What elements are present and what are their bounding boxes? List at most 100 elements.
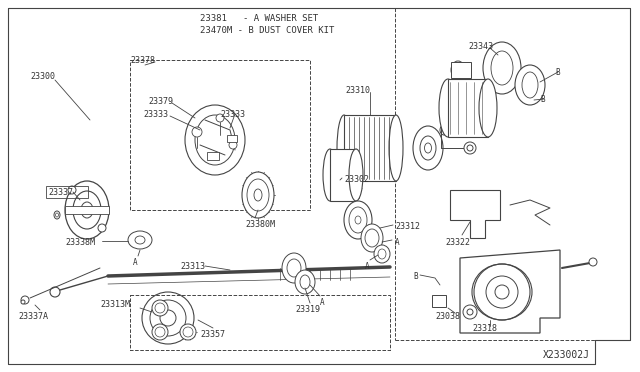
Text: B: B: [555, 68, 559, 77]
Bar: [451, 62, 471, 78]
Circle shape: [229, 141, 237, 149]
Text: 23310: 23310: [345, 86, 370, 95]
Circle shape: [192, 127, 202, 137]
Circle shape: [495, 285, 509, 299]
Circle shape: [180, 324, 196, 340]
Circle shape: [467, 145, 473, 151]
Ellipse shape: [150, 300, 186, 336]
Circle shape: [21, 300, 25, 304]
Circle shape: [464, 142, 476, 154]
Text: 23338M: 23338M: [65, 238, 95, 247]
Text: 23313: 23313: [180, 262, 205, 271]
Ellipse shape: [424, 143, 431, 153]
Ellipse shape: [254, 189, 262, 201]
Circle shape: [486, 276, 518, 308]
Text: B: B: [540, 95, 545, 104]
Text: 23337A: 23337A: [18, 312, 48, 321]
Text: 23038: 23038: [435, 312, 460, 321]
Text: 23333: 23333: [220, 110, 245, 119]
Circle shape: [68, 186, 76, 194]
Ellipse shape: [349, 149, 363, 201]
Ellipse shape: [185, 105, 245, 175]
Bar: [432, 295, 446, 307]
Ellipse shape: [295, 270, 315, 294]
Text: 23381   - A WASHER SET: 23381 - A WASHER SET: [200, 14, 318, 23]
Ellipse shape: [242, 172, 274, 218]
Text: 23379: 23379: [148, 97, 173, 106]
Circle shape: [155, 303, 165, 313]
Polygon shape: [450, 190, 500, 238]
Ellipse shape: [54, 211, 60, 219]
Ellipse shape: [483, 42, 521, 94]
Polygon shape: [460, 250, 560, 333]
Ellipse shape: [81, 202, 93, 218]
Ellipse shape: [142, 292, 194, 344]
Circle shape: [160, 310, 176, 326]
Text: 23322: 23322: [445, 238, 470, 247]
Text: 23319: 23319: [295, 305, 320, 314]
Text: A: A: [133, 258, 138, 267]
Ellipse shape: [479, 79, 497, 137]
Text: 23470M - B DUST COVER KIT: 23470M - B DUST COVER KIT: [200, 26, 334, 35]
Circle shape: [98, 224, 106, 232]
Bar: [227, 135, 237, 142]
Ellipse shape: [374, 245, 390, 263]
Text: 23337: 23337: [48, 188, 73, 197]
Text: A: A: [365, 262, 370, 271]
Ellipse shape: [491, 51, 513, 85]
Ellipse shape: [365, 229, 379, 247]
Text: 23343: 23343: [468, 42, 493, 51]
Text: X233002J: X233002J: [543, 350, 590, 360]
Ellipse shape: [300, 275, 310, 289]
Circle shape: [183, 327, 193, 337]
Ellipse shape: [355, 216, 361, 224]
Ellipse shape: [440, 125, 448, 135]
Ellipse shape: [420, 136, 436, 160]
Ellipse shape: [323, 149, 337, 201]
Circle shape: [152, 324, 168, 340]
Ellipse shape: [389, 115, 403, 181]
Circle shape: [155, 327, 165, 337]
Ellipse shape: [195, 115, 235, 165]
Ellipse shape: [56, 213, 58, 217]
Text: 23380M: 23380M: [245, 220, 275, 229]
Text: A: A: [395, 238, 399, 247]
Text: 23318: 23318: [472, 324, 497, 333]
Bar: [46, 186, 88, 198]
Ellipse shape: [361, 224, 383, 252]
Ellipse shape: [247, 179, 269, 211]
Ellipse shape: [515, 65, 545, 105]
Ellipse shape: [439, 79, 457, 137]
Text: 23302: 23302: [344, 175, 369, 184]
Circle shape: [463, 305, 477, 319]
Text: 23313M: 23313M: [100, 300, 130, 309]
Ellipse shape: [349, 207, 367, 233]
Ellipse shape: [378, 249, 386, 259]
Text: 23357: 23357: [200, 330, 225, 339]
Ellipse shape: [282, 253, 306, 283]
Ellipse shape: [287, 259, 301, 277]
Bar: [344, 115, 396, 181]
Text: 23378: 23378: [130, 56, 155, 65]
Ellipse shape: [128, 231, 152, 249]
Text: B: B: [413, 272, 418, 281]
Bar: [65, 206, 109, 214]
Ellipse shape: [522, 72, 538, 98]
Bar: [448, 79, 488, 137]
Ellipse shape: [413, 126, 443, 170]
Ellipse shape: [135, 236, 145, 244]
Circle shape: [216, 114, 224, 122]
Text: 23300: 23300: [30, 72, 55, 81]
Bar: [207, 152, 219, 160]
Circle shape: [50, 287, 60, 297]
Circle shape: [21, 296, 29, 304]
Ellipse shape: [73, 191, 101, 229]
Bar: [330, 149, 356, 201]
Circle shape: [152, 300, 168, 316]
Circle shape: [474, 264, 530, 320]
Text: A: A: [320, 298, 324, 307]
Ellipse shape: [451, 61, 465, 79]
Text: 23333: 23333: [143, 110, 168, 119]
Circle shape: [467, 309, 473, 315]
Circle shape: [589, 258, 597, 266]
